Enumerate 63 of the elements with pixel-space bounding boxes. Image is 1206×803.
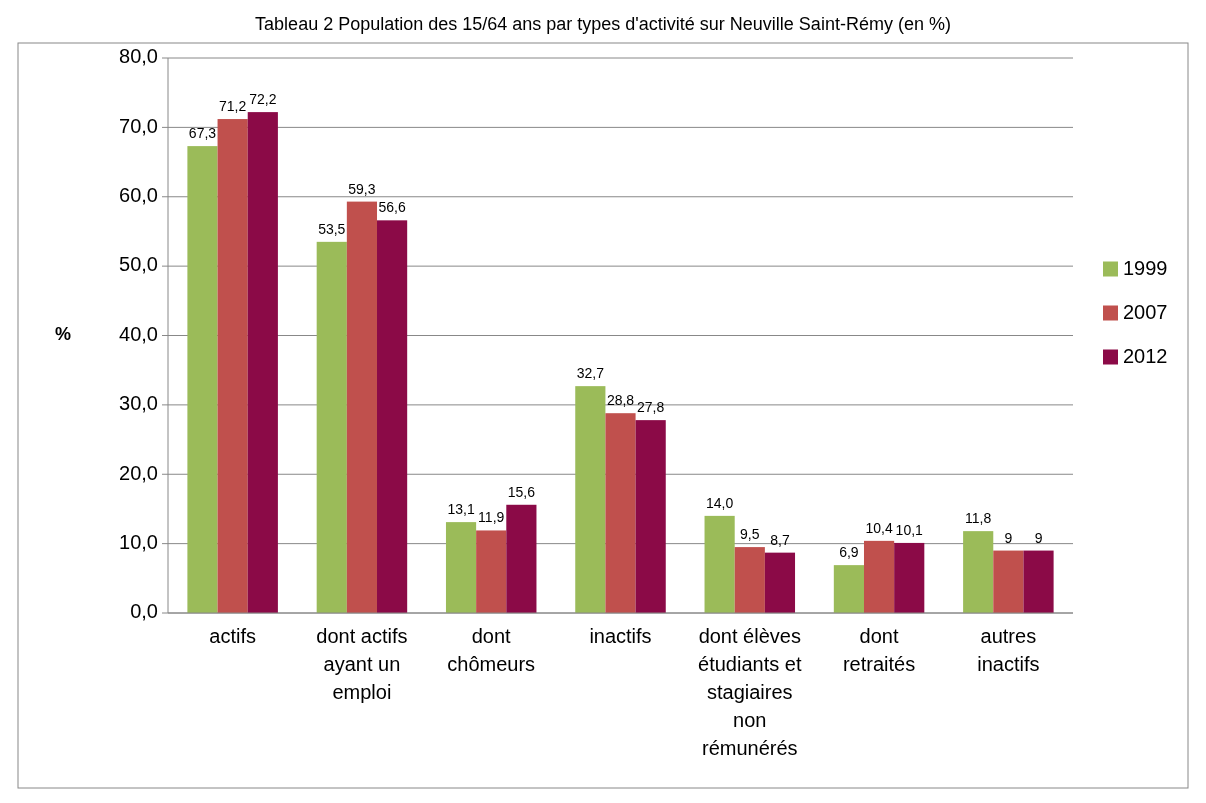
y-tick-label: 20,0 bbox=[119, 461, 158, 484]
y-axis-title: % bbox=[54, 324, 72, 345]
data-label: 9,5 bbox=[740, 526, 760, 543]
data-label: 67,3 bbox=[188, 125, 217, 142]
bar bbox=[187, 146, 218, 613]
bar bbox=[993, 550, 1024, 613]
y-tick-label: 60,0 bbox=[119, 184, 158, 207]
data-label: 9 bbox=[1004, 529, 1013, 546]
y-tick-label: 40,0 bbox=[119, 322, 158, 345]
bar bbox=[863, 540, 895, 613]
data-label: 28,8 bbox=[606, 392, 635, 409]
bar bbox=[217, 119, 248, 613]
data-label: 71,2 bbox=[219, 98, 247, 115]
bar bbox=[704, 515, 735, 613]
bar bbox=[833, 565, 864, 613]
legend-label: 2012 bbox=[1123, 344, 1168, 367]
data-label: 13,1 bbox=[447, 501, 475, 518]
y-tick-label: 70,0 bbox=[119, 114, 158, 137]
x-tick-label: dont actifs ayant un emploi bbox=[316, 625, 408, 703]
x-tick-label: inactifs bbox=[589, 625, 652, 647]
y-tick-label: 80,0 bbox=[119, 45, 158, 68]
bar bbox=[476, 530, 507, 613]
bar bbox=[316, 241, 347, 613]
data-label: 10,4 bbox=[865, 519, 893, 536]
bar bbox=[377, 220, 408, 613]
data-label: 59,3 bbox=[348, 180, 376, 197]
x-tick-label: dont élèves étudiants et stagiaires non rémunérés bbox=[698, 625, 802, 759]
bar bbox=[247, 112, 278, 613]
bar bbox=[963, 531, 994, 613]
y-tick-label: 30,0 bbox=[119, 392, 158, 415]
data-label: 10,1 bbox=[895, 521, 924, 538]
data-label: 9 bbox=[1034, 529, 1043, 546]
data-label: 11,9 bbox=[478, 509, 505, 526]
bar bbox=[764, 552, 796, 613]
data-label: 27,8 bbox=[637, 399, 665, 416]
y-tick-label: 0,0 bbox=[130, 600, 158, 623]
data-label: 32,7 bbox=[576, 365, 605, 382]
data-label: 53,5 bbox=[318, 220, 346, 237]
x-tick-label: dont retraités bbox=[842, 625, 916, 675]
data-label: 6,9 bbox=[839, 544, 859, 561]
y-tick-label: 50,0 bbox=[119, 253, 158, 276]
data-label: 72,2 bbox=[249, 91, 277, 108]
bar bbox=[635, 420, 666, 613]
bar bbox=[605, 413, 636, 613]
y-tick-label: 10,0 bbox=[119, 530, 158, 553]
data-label: 56,6 bbox=[378, 199, 406, 216]
bar bbox=[734, 547, 765, 613]
data-label: 15,6 bbox=[507, 483, 536, 500]
legend-label: 2007 bbox=[1123, 300, 1168, 323]
legend-label: 1999 bbox=[1123, 256, 1168, 279]
bar bbox=[346, 201, 378, 613]
x-tick-label: dont chômeurs bbox=[447, 625, 536, 675]
bar bbox=[575, 386, 606, 613]
data-label: 11,8 bbox=[965, 510, 992, 527]
x-tick-label: autres inactifs bbox=[977, 625, 1040, 675]
bar bbox=[1023, 550, 1054, 613]
chart-title: Tableau 2 Population des 15/64 ans par types d'activité sur Neuville Saint-Rémy (en %) bbox=[255, 14, 951, 34]
data-label: 8,7 bbox=[770, 531, 790, 548]
bar bbox=[445, 522, 477, 613]
bar bbox=[894, 542, 925, 613]
x-tick-label: actifs bbox=[209, 625, 256, 647]
bar bbox=[506, 504, 537, 613]
data-label: 14,0 bbox=[705, 494, 734, 511]
